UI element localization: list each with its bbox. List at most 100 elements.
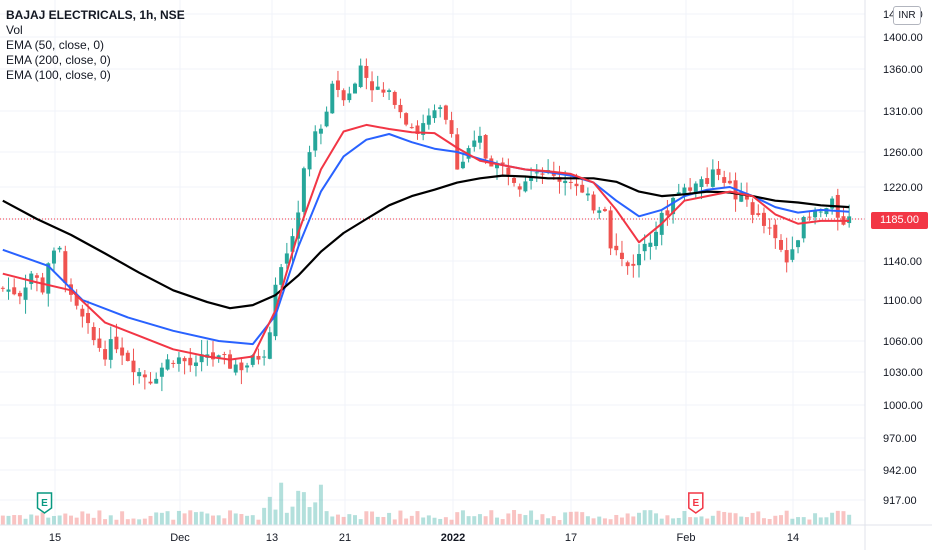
volume-bar [631,516,636,525]
candle-body [602,209,607,212]
candle-body [779,239,783,250]
volume-bar [699,516,704,525]
last-price-label: 1185.00 [871,212,928,229]
volume-bar [779,515,783,525]
legend-item-ema50[interactable]: EMA (50, close, 0) [6,38,105,52]
candle-body [807,216,812,218]
volume-bar [125,519,130,525]
candle-body [23,287,28,300]
legend-item-ema100[interactable]: EMA (100, close, 0) [6,68,111,82]
volume-bar [585,516,590,525]
candle-body [125,352,130,361]
candle-body [523,181,528,192]
candle-body [483,135,488,159]
time-tick-label: 21 [339,532,351,544]
volume-bar [500,519,505,525]
candle-body [17,292,22,297]
volume-bar [273,509,278,525]
candle-body [228,354,233,369]
candle-body [585,193,590,196]
volume-bar [591,518,596,525]
time-axis[interactable]: 15 Dec 13 21 2022 17 Feb 14 [49,532,799,544]
volume-bar [597,516,602,525]
candle-body [710,169,715,187]
time-tick-label: Feb [677,532,696,544]
volume-bar [818,517,823,525]
candle-body [86,313,91,324]
volume-bar [739,516,744,525]
currency-unit-button[interactable]: INR [893,6,921,25]
candle-body [665,210,670,216]
candle-body [137,372,142,377]
candle-body [477,135,482,143]
price-axis[interactable]: 1440.001400.001360.001310.001260.001220.… [883,9,923,507]
volume-bar [790,518,795,525]
volume-bar [301,492,306,525]
candle-body [801,216,806,239]
legend-item-ema200[interactable]: EMA (200, close, 0) [6,53,111,67]
candle-body [188,357,193,366]
volume-bar [710,515,715,525]
legend-symbol-title[interactable]: BAJAJ ELECTRICALS, 1h, NSE [6,8,185,22]
volume-bar [830,512,835,525]
candle-body [108,339,113,360]
candle-body [580,184,585,193]
candle-body [540,173,545,175]
candle-body [40,277,45,293]
candle-body [381,89,386,93]
time-tick-label: 2022 [441,532,465,544]
candle-body [353,83,357,94]
candle-body [443,105,448,120]
candle-body [409,127,414,129]
volume-bar [568,511,573,525]
candle-body [307,152,312,170]
volume-bar [34,515,39,525]
volume-bar [296,490,301,525]
ema-50-line [2,133,850,346]
volume-bar [29,514,34,525]
volume-bar [409,515,414,525]
volume-bar [619,517,624,525]
legend-item-volume[interactable]: Vol [6,23,23,37]
candle-body [233,364,238,373]
volume-bar [847,514,852,525]
volume-bar [46,517,51,525]
candle-body [563,180,568,184]
volume-bar [63,513,68,525]
price-tick-label: 1310.00 [883,106,923,118]
volume-bar [205,513,210,525]
candle-body [415,125,420,134]
candle-body [591,194,596,211]
price-tick-label: 1220.00 [883,182,923,194]
candle-body [80,308,85,317]
volume-bar [114,519,119,525]
time-tick-label: 14 [787,532,799,544]
volume-bar [744,517,749,525]
volume-bar [398,510,403,525]
candle-body [438,107,443,109]
candle-body [120,347,125,356]
volume-bar [222,518,227,525]
volume-bar [495,517,499,525]
volume-bar [813,513,818,525]
earnings-event-label: E [41,498,48,509]
volume-bar [580,512,585,525]
candle-body [165,359,170,370]
candle-body [642,243,647,252]
candle-body [506,167,511,175]
candle-body [63,251,68,283]
candle-body [216,355,221,358]
price-tick-label: 1140.00 [883,256,922,268]
price-tick-label: 1030.00 [883,367,923,379]
candle-body [6,289,11,292]
volume-bar [233,513,238,525]
candle-body [364,65,369,78]
volume-bar [154,512,159,525]
volume-bar [318,484,323,525]
volume-bar [97,510,102,525]
candle-body [284,253,289,264]
candle-body [245,365,250,368]
candle-body [318,128,323,134]
